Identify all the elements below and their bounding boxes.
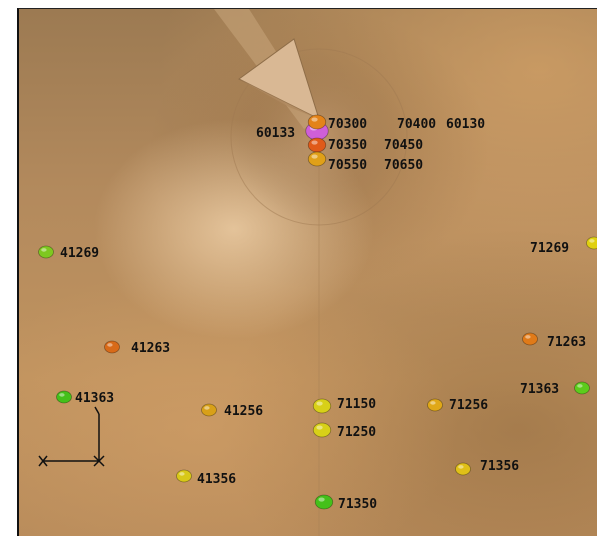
marker-label-71150: 71150	[337, 398, 376, 412]
marker-71269[interactable]	[587, 237, 597, 249]
marker-label-71250: 71250	[337, 426, 376, 440]
axis-triad	[39, 407, 104, 466]
marker-41263[interactable]	[105, 341, 120, 353]
marker-label-70450: 70450	[384, 139, 423, 153]
marker-label-70400: 70400	[397, 118, 436, 132]
marker-label-71350: 71350	[338, 498, 377, 512]
marker-label-70550: 70550	[328, 159, 367, 173]
marker-71363[interactable]	[575, 382, 590, 394]
probe-cone	[214, 9, 407, 536]
marker-label-70350: 70350	[328, 139, 367, 153]
marker-label-41256: 41256	[224, 405, 263, 419]
marker-label-41363: 41363	[75, 392, 114, 406]
marker-label-71256: 71256	[449, 399, 488, 413]
marker-41363[interactable]	[57, 391, 72, 403]
marker-label-60130: 60130	[446, 118, 485, 132]
marker-71356[interactable]	[456, 463, 471, 475]
marker-71350[interactable]	[315, 495, 333, 509]
marker-70550[interactable]	[308, 152, 326, 166]
3d-viewport[interactable]: 60133 70300 70400 60130 70350 70450 70550 70650…	[17, 8, 597, 536]
marker-71263[interactable]	[523, 333, 538, 345]
scene-canvas	[19, 9, 597, 536]
marker-41356[interactable]	[177, 470, 192, 482]
marker-70350[interactable]	[308, 138, 326, 152]
marker-label-41269: 41269	[60, 247, 99, 261]
marker-label-70650: 70650	[384, 159, 423, 173]
marker-label-41263: 41263	[131, 342, 170, 356]
marker-41256[interactable]	[202, 404, 217, 416]
marker-label-60133: 60133	[256, 127, 295, 141]
marker-label-70300: 70300	[328, 118, 367, 132]
marker-71256[interactable]	[428, 399, 443, 411]
marker-71250[interactable]	[313, 423, 331, 437]
marker-70300[interactable]	[308, 115, 326, 129]
marker-label-41356: 41356	[197, 473, 236, 487]
marker-label-71356: 71356	[480, 460, 519, 474]
marker-label-71263: 71263	[547, 336, 586, 350]
marker-label-71269: 71269	[530, 242, 569, 256]
marker-71150[interactable]	[313, 399, 331, 413]
marker-41269[interactable]	[39, 246, 54, 258]
marker-label-71363: 71363	[520, 383, 559, 397]
